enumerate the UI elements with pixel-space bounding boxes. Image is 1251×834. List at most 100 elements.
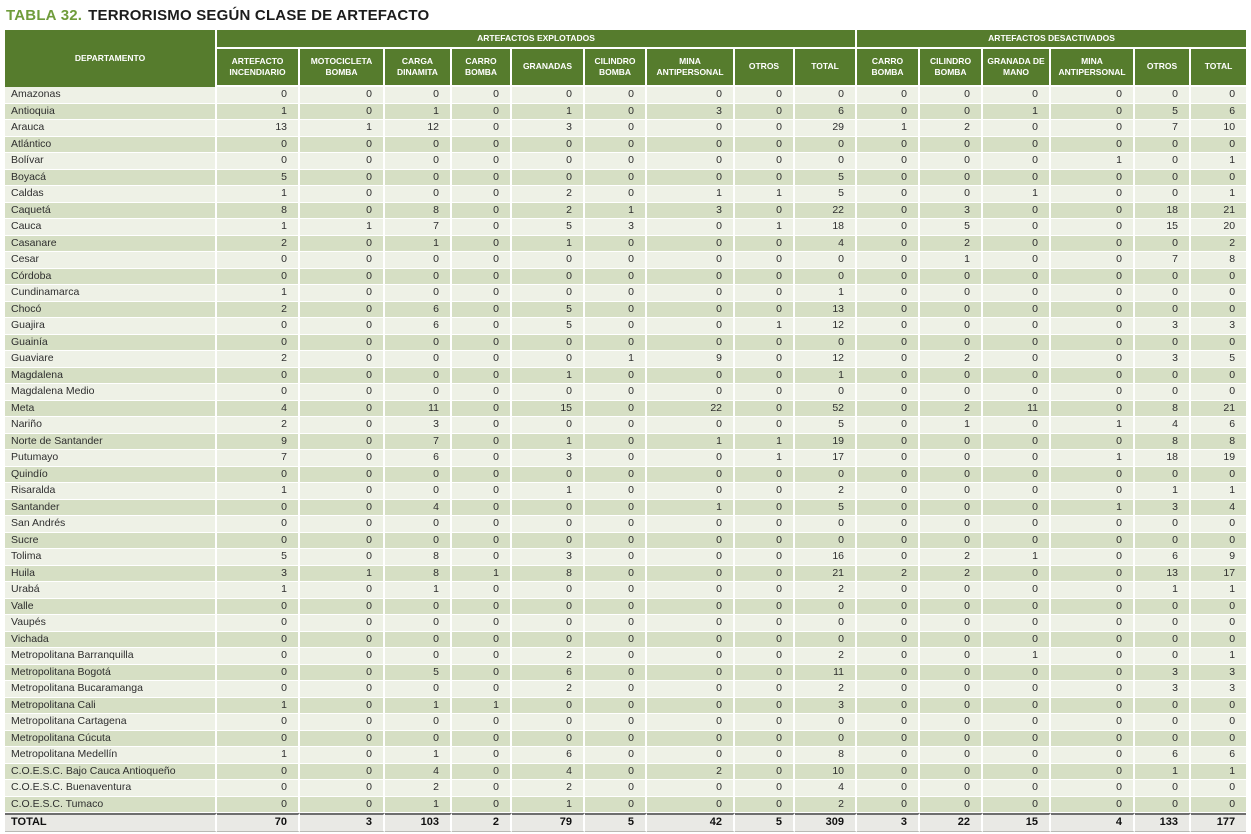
column-header-0-6: MINA ANTIPERSONAL	[647, 49, 735, 87]
value-cell: 0	[1051, 796, 1136, 813]
value-cell: 0	[585, 334, 647, 351]
value-cell: 1	[983, 648, 1052, 665]
value-cell: 177	[1191, 813, 1247, 832]
value-cell: 0	[647, 169, 735, 186]
value-cell: 4	[1051, 813, 1136, 832]
value-cell: 6	[1191, 103, 1247, 120]
table-row: Metropolitana Bogotá 0 0 5 0 6 0 0 0 11 0 0 0 0 3 3	[5, 664, 1247, 681]
value-cell: 4	[217, 400, 300, 417]
value-cell: 0	[1051, 648, 1136, 665]
value-cell: 0	[735, 747, 795, 764]
department-cell: Vichada	[5, 631, 217, 648]
table-row: Urabá 1 0 1 0 0 0 0 0 2 0 0 0 0 1 1	[5, 582, 1247, 599]
department-cell: Risaralda	[5, 483, 217, 500]
value-cell: 0	[735, 136, 795, 153]
value-cell: 4	[1191, 499, 1247, 516]
value-cell: 5	[512, 219, 585, 236]
value-cell: 0	[452, 384, 512, 401]
value-cell: 0	[512, 582, 585, 599]
department-cell: Magdalena Medio	[5, 384, 217, 401]
table-row: Metropolitana Bucaramanga 0 0 0 0 2 0 0 0 2 0 0 0 0 3 3	[5, 681, 1247, 698]
value-cell: 2	[512, 780, 585, 797]
value-cell: 1	[512, 235, 585, 252]
value-cell: 0	[300, 648, 385, 665]
value-cell: 0	[385, 153, 452, 170]
value-cell: 0	[1191, 796, 1247, 813]
value-cell: 0	[735, 565, 795, 582]
value-cell: 0	[300, 697, 385, 714]
value-cell: 0	[1191, 780, 1247, 797]
value-cell: 0	[300, 301, 385, 318]
value-cell: 0	[1191, 615, 1247, 632]
value-cell: 11	[385, 400, 452, 417]
value-cell: 18	[1135, 202, 1192, 219]
value-cell: 0	[920, 681, 984, 698]
value-cell: 5	[795, 499, 858, 516]
value-cell: 0	[857, 367, 921, 384]
value-cell: 0	[1135, 87, 1192, 104]
value-cell: 0	[512, 631, 585, 648]
value-cell: 0	[647, 384, 735, 401]
value-cell: 2	[385, 780, 452, 797]
value-cell: 0	[735, 763, 795, 780]
value-cell: 0	[585, 697, 647, 714]
value-cell: 0	[217, 532, 300, 549]
value-cell: 0	[647, 301, 735, 318]
value-cell: 133	[1135, 813, 1192, 832]
value-cell: 1	[512, 483, 585, 500]
value-cell: 8	[385, 549, 452, 566]
department-cell: Meta	[5, 400, 217, 417]
value-cell: 0	[452, 466, 512, 483]
value-cell: 20	[1191, 219, 1247, 236]
department-cell: Norte de Santander	[5, 433, 217, 450]
value-cell: 0	[300, 417, 385, 434]
value-cell: 5	[795, 169, 858, 186]
value-cell: 0	[647, 664, 735, 681]
value-cell: 0	[1191, 631, 1247, 648]
department-cell: Cundinamarca	[5, 285, 217, 302]
value-cell: 0	[385, 483, 452, 500]
value-cell: 18	[795, 219, 858, 236]
value-cell: 0	[795, 532, 858, 549]
column-header-1-3: MINA ANTIPERSONAL	[1051, 49, 1136, 87]
value-cell: 0	[217, 664, 300, 681]
value-cell: 5	[512, 318, 585, 335]
value-cell: 0	[1051, 186, 1136, 203]
value-cell: 0	[647, 714, 735, 731]
value-cell: 0	[300, 598, 385, 615]
value-cell: 0	[1191, 697, 1247, 714]
table-row: Quindío 0 0 0 0 0 0 0 0 0 0 0 0 0 0 0	[5, 466, 1247, 483]
value-cell: 0	[217, 334, 300, 351]
value-cell: 0	[385, 351, 452, 368]
value-cell: 0	[1191, 367, 1247, 384]
value-cell: 0	[585, 400, 647, 417]
value-cell: 0	[857, 730, 921, 747]
value-cell: 0	[647, 598, 735, 615]
value-cell: 0	[1135, 780, 1192, 797]
value-cell: 0	[920, 796, 984, 813]
value-cell: 2	[795, 648, 858, 665]
value-cell: 0	[585, 367, 647, 384]
value-cell: 0	[512, 697, 585, 714]
value-cell: 7	[217, 450, 300, 467]
value-cell: 6	[385, 301, 452, 318]
value-cell: 15	[512, 400, 585, 417]
value-cell: 0	[385, 466, 452, 483]
value-cell: 0	[585, 169, 647, 186]
value-cell: 5	[735, 813, 795, 832]
value-cell: 0	[300, 516, 385, 533]
value-cell: 0	[300, 202, 385, 219]
department-cell: Quindío	[5, 466, 217, 483]
value-cell: 19	[795, 433, 858, 450]
value-cell: 0	[452, 351, 512, 368]
department-cell: Urabá	[5, 582, 217, 599]
department-cell: Caldas	[5, 186, 217, 203]
value-cell: 0	[647, 730, 735, 747]
value-cell: 0	[1051, 367, 1136, 384]
value-cell: 0	[1051, 400, 1136, 417]
value-cell: 0	[735, 681, 795, 698]
department-cell: Santander	[5, 499, 217, 516]
value-cell: 0	[452, 780, 512, 797]
group-header-desactivados: ARTEFACTOS DESACTIVADOS	[857, 30, 1247, 49]
value-cell: 0	[1051, 301, 1136, 318]
